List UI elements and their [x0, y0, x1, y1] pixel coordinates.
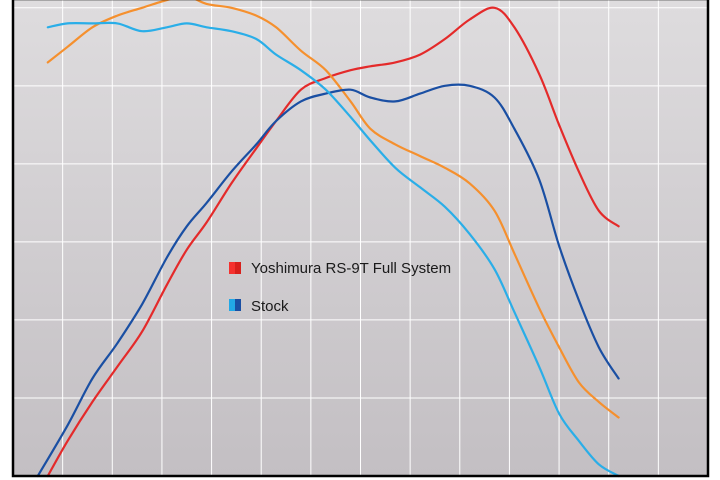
- legend-item-stock: Stock: [229, 298, 289, 315]
- series-line-3: [46, 21, 620, 478]
- legend-swatch-yoshimura-b: [235, 262, 241, 274]
- legend-swatch-stock-a: [229, 299, 235, 311]
- series-layer: [36, 0, 620, 478]
- series-line-0: [46, 6, 620, 478]
- legend-label-stock: Stock: [251, 298, 289, 315]
- legend-swatch-yoshimura-a: [229, 262, 235, 274]
- plot-frame: [11, 0, 710, 478]
- legend: Yoshimura RS-9T Full System Stock: [229, 260, 451, 315]
- series-line-2: [36, 83, 620, 478]
- legend-item-yoshimura: Yoshimura RS-9T Full System: [229, 260, 451, 277]
- legend-label-yoshimura: Yoshimura RS-9T Full System: [251, 260, 451, 277]
- legend-swatch-stock-b: [235, 299, 241, 311]
- grid: [13, 0, 708, 476]
- series-line-1: [46, 0, 620, 419]
